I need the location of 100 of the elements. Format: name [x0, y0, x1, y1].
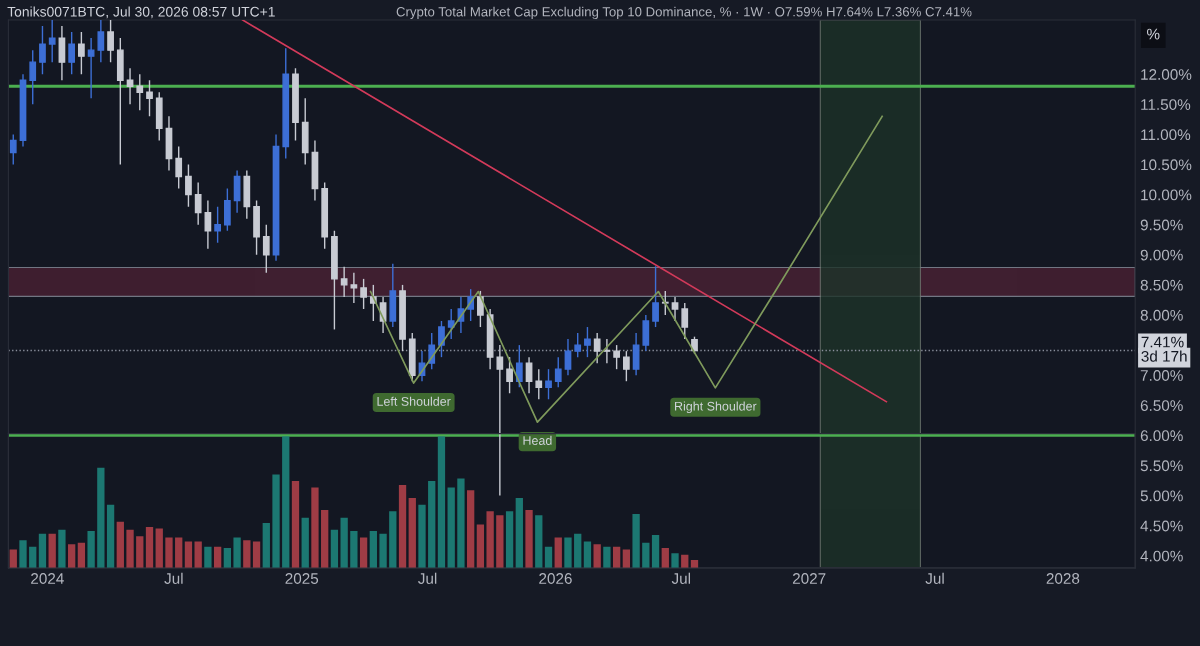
y-tick-label: 8.50% — [1140, 279, 1183, 291]
candlestick — [87, 37, 95, 99]
bar — [612, 546, 621, 568]
bar — [525, 509, 533, 568]
bar — [29, 546, 37, 568]
bar — [223, 548, 232, 568]
bar — [486, 511, 494, 568]
candlestick — [652, 265, 659, 328]
candlestick — [340, 266, 348, 298]
bar — [252, 541, 261, 568]
candlestick — [262, 224, 270, 274]
y-tick-label: 9.50% — [1140, 219, 1183, 231]
candlestick — [438, 320, 445, 358]
bar — [243, 540, 251, 568]
candlestick — [97, 20, 105, 63]
bar — [272, 474, 280, 568]
bar — [87, 531, 95, 568]
x-tick-label: 2028 — [1046, 573, 1080, 584]
bar — [496, 515, 504, 568]
bar — [340, 517, 348, 568]
candlestick — [447, 308, 455, 340]
y-tick-label: 6.00% — [1140, 430, 1183, 442]
x-tick-label: 2026 — [539, 573, 572, 584]
bar — [574, 533, 582, 568]
line-series — [369, 115, 884, 423]
bar — [9, 549, 17, 568]
candlestick — [525, 356, 533, 394]
x-tick-label: Jul — [671, 572, 691, 584]
text: 3d 17h — [1141, 350, 1187, 362]
candlestick — [661, 290, 669, 316]
y-tick-label: 4.00% — [1140, 550, 1183, 562]
bar — [77, 542, 86, 568]
candlestick — [477, 290, 484, 328]
candlestick — [68, 31, 76, 75]
bar — [145, 527, 154, 568]
bar — [564, 537, 572, 568]
bar — [515, 498, 523, 568]
y-tick-label: 6.50% — [1140, 400, 1183, 411]
bar — [19, 540, 27, 568]
x-tick-label: Jul — [418, 572, 437, 584]
bar — [632, 513, 640, 568]
candlestick — [48, 20, 56, 63]
candlestick — [107, 20, 114, 63]
y-tick-label: 11.00% — [1141, 129, 1191, 141]
candlestick — [622, 350, 630, 382]
bar — [68, 544, 76, 568]
candlestick — [554, 356, 562, 388]
bar — [603, 546, 611, 568]
bar — [184, 541, 193, 568]
bar — [38, 533, 47, 568]
annotation: Left Shoulder — [377, 396, 451, 406]
bar — [204, 546, 212, 568]
candlestick — [671, 296, 679, 322]
x-tick-label: 2027 — [792, 573, 826, 584]
x-tick-label: 2024 — [31, 573, 64, 584]
candlestick — [496, 344, 504, 497]
candlestick — [146, 79, 153, 118]
candlestick — [175, 145, 183, 190]
y-tick-label: 9.00% — [1140, 249, 1183, 261]
candlestick — [564, 338, 572, 376]
chart-subtitle: Toniks0071BTC, Jul 30, 2026 08:57 UTC+1 — [7, 6, 275, 19]
y-tick-label: 8.00% — [1140, 309, 1183, 321]
ref-line-label: 7.41% — [1141, 336, 1184, 348]
bar — [554, 537, 562, 568]
candlestick — [613, 344, 621, 370]
y-tick-label: 12.00% — [1141, 69, 1192, 80]
candlestick — [136, 73, 144, 112]
annotation: Head — [523, 435, 552, 445]
y-tick-label: 10.50% — [1141, 159, 1192, 171]
candlestick — [350, 272, 358, 304]
chart-title: Crypto Total Market Cap Excluding Top 10 Dominance, % · 1W · O7.59% H7.64% L7.36% C7.41% — [396, 6, 972, 20]
candlestick — [506, 356, 513, 394]
candlestick — [214, 205, 222, 244]
bar — [194, 541, 202, 568]
bar — [262, 523, 270, 568]
bar — [233, 537, 241, 568]
y-tick-label: 4.50% — [1140, 520, 1183, 532]
bar — [408, 498, 416, 568]
bar — [476, 524, 485, 568]
bar — [311, 487, 319, 568]
candlestick — [545, 368, 552, 400]
bar — [622, 549, 631, 568]
y-tick-label: 11.50% — [1141, 99, 1191, 110]
y-tick-label: 7.00% — [1140, 370, 1183, 381]
candlestick — [194, 181, 202, 226]
candlestick — [360, 278, 367, 310]
bar — [291, 481, 300, 568]
bar — [457, 478, 465, 568]
bar — [321, 509, 329, 568]
bar — [97, 467, 105, 568]
y-tick-label: 5.00% — [1140, 490, 1183, 502]
bar — [651, 534, 660, 568]
bar — [350, 531, 358, 568]
bar — [642, 542, 650, 568]
bar — [213, 546, 222, 568]
bar — [428, 481, 436, 568]
x-tick-label: Jul — [164, 572, 183, 584]
bar — [359, 537, 368, 568]
bar — [535, 515, 543, 568]
candlestick — [584, 326, 591, 358]
